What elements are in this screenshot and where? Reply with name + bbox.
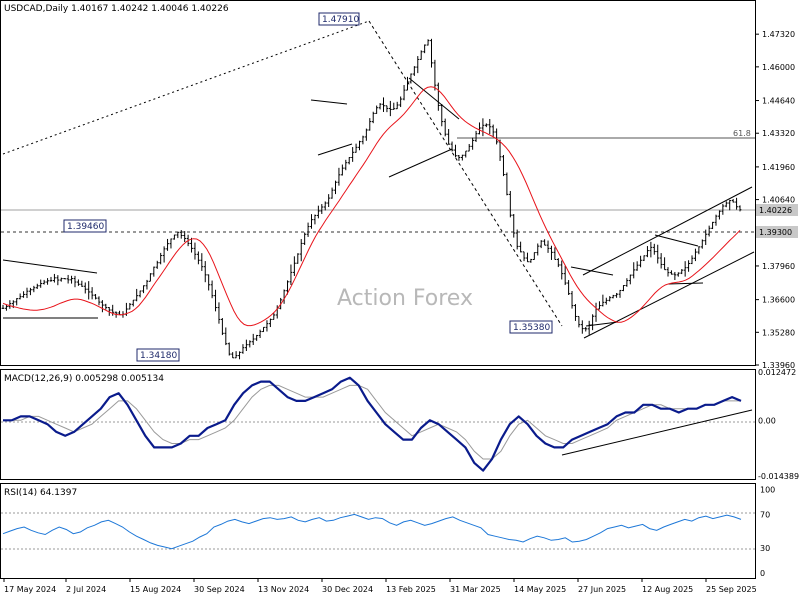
rsi-panel-frame xyxy=(0,483,756,579)
price-y-tick-label: 1.35280 xyxy=(762,328,795,337)
current-price-tag xyxy=(756,204,798,216)
fib-label: 61.8 xyxy=(733,129,751,138)
support-price-tag xyxy=(756,226,798,238)
level-label-box xyxy=(318,12,360,26)
x-tick-label: 17 May 2024 xyxy=(4,585,56,594)
rsi-y-tick-label: 100 xyxy=(760,485,775,494)
watermark: Action Forex xyxy=(337,286,473,311)
price-y-tick-label: 1.33960 xyxy=(762,361,795,370)
price-panel-frame xyxy=(0,0,756,366)
x-tick-label: 13 Nov 2024 xyxy=(258,585,309,594)
macd-line xyxy=(3,376,742,472)
wedge-lower xyxy=(388,148,453,178)
falling-dotted-trendline xyxy=(368,20,563,327)
macd-panel-frame xyxy=(0,369,756,480)
x-tick-label: 12 Aug 2025 xyxy=(642,585,693,594)
x-tick-label: 2 Jul 2024 xyxy=(66,585,106,594)
x-tick-label: 27 Jun 2025 xyxy=(578,585,626,594)
macd-y-tick-label: -0.014389 xyxy=(758,472,799,481)
price-y-tick-label: 1.37960 xyxy=(762,262,795,271)
flag2-lower xyxy=(667,282,704,285)
x-tick-label: 31 Mar 2025 xyxy=(450,585,501,594)
level-label-text: 1.34180 xyxy=(140,351,177,361)
price-y-tick-label: 1.43320 xyxy=(762,129,795,138)
price-y-tick-label: 1.44640 xyxy=(762,97,795,106)
price-y-tick-label: 1.41960 xyxy=(762,163,795,172)
chart-marks: USDCAD,Daily 1.40167 1.40242 1.40046 1.4… xyxy=(1,4,799,594)
flag2-upper xyxy=(654,234,699,247)
left-triangle-upper xyxy=(2,259,98,274)
macd-signal-line xyxy=(3,384,741,460)
x-tick-label: 30 Dec 2024 xyxy=(322,585,373,594)
macd-y-tick-label: 0.00 xyxy=(758,416,776,425)
level-label-text: 1.47910 xyxy=(322,15,359,25)
level-label-box xyxy=(136,348,180,362)
rsi-y-tick-label: 30 xyxy=(760,544,770,553)
macd-title: MACD(12,26,9) 0.005298 0.005134 xyxy=(4,374,164,384)
box-upper xyxy=(570,266,614,276)
current-price-label: 1.40226 xyxy=(759,206,792,215)
level-label-text: 1.35380 xyxy=(513,323,550,333)
rising-dotted-trendline xyxy=(2,20,370,155)
x-tick-label: 14 May 2025 xyxy=(514,585,566,594)
rsi-title: RSI(14) 64.1397 xyxy=(4,488,77,498)
level-label-text: 1.39460 xyxy=(67,222,104,232)
box-lower xyxy=(585,321,619,327)
macd-y-tick-label: 0.012472 xyxy=(758,368,796,377)
channel-upper xyxy=(582,186,753,276)
price-y-tick-label: 1.47320 xyxy=(762,30,795,39)
flag-lower xyxy=(317,143,353,156)
macd-trendline xyxy=(561,409,753,456)
price-y-tick-label: 1.36600 xyxy=(762,296,795,305)
x-tick-label: 13 Feb 2025 xyxy=(386,585,436,594)
x-tick-label: 15 Aug 2024 xyxy=(130,585,181,594)
rsi-y-tick-label: 70 xyxy=(760,510,770,519)
level-label-box xyxy=(63,219,107,233)
price-y-tick-label: 1.40640 xyxy=(762,196,795,205)
moving-average-line xyxy=(2,86,741,327)
rsi-line xyxy=(2,513,742,550)
x-tick-label: 25 Sep 2025 xyxy=(706,585,757,594)
level-label-box xyxy=(509,320,553,334)
price-title: USDCAD,Daily 1.40167 1.40242 1.40046 1.4… xyxy=(4,4,229,14)
support-price-label: 1.39300 xyxy=(759,228,792,237)
wedge-upper xyxy=(408,77,460,120)
price-y-tick-label: 1.46000 xyxy=(762,63,795,72)
flag-upper xyxy=(310,99,348,105)
x-tick-label: 30 Sep 2024 xyxy=(194,585,245,594)
channel-lower xyxy=(583,251,755,339)
rsi-y-tick-label: 0 xyxy=(760,569,765,578)
